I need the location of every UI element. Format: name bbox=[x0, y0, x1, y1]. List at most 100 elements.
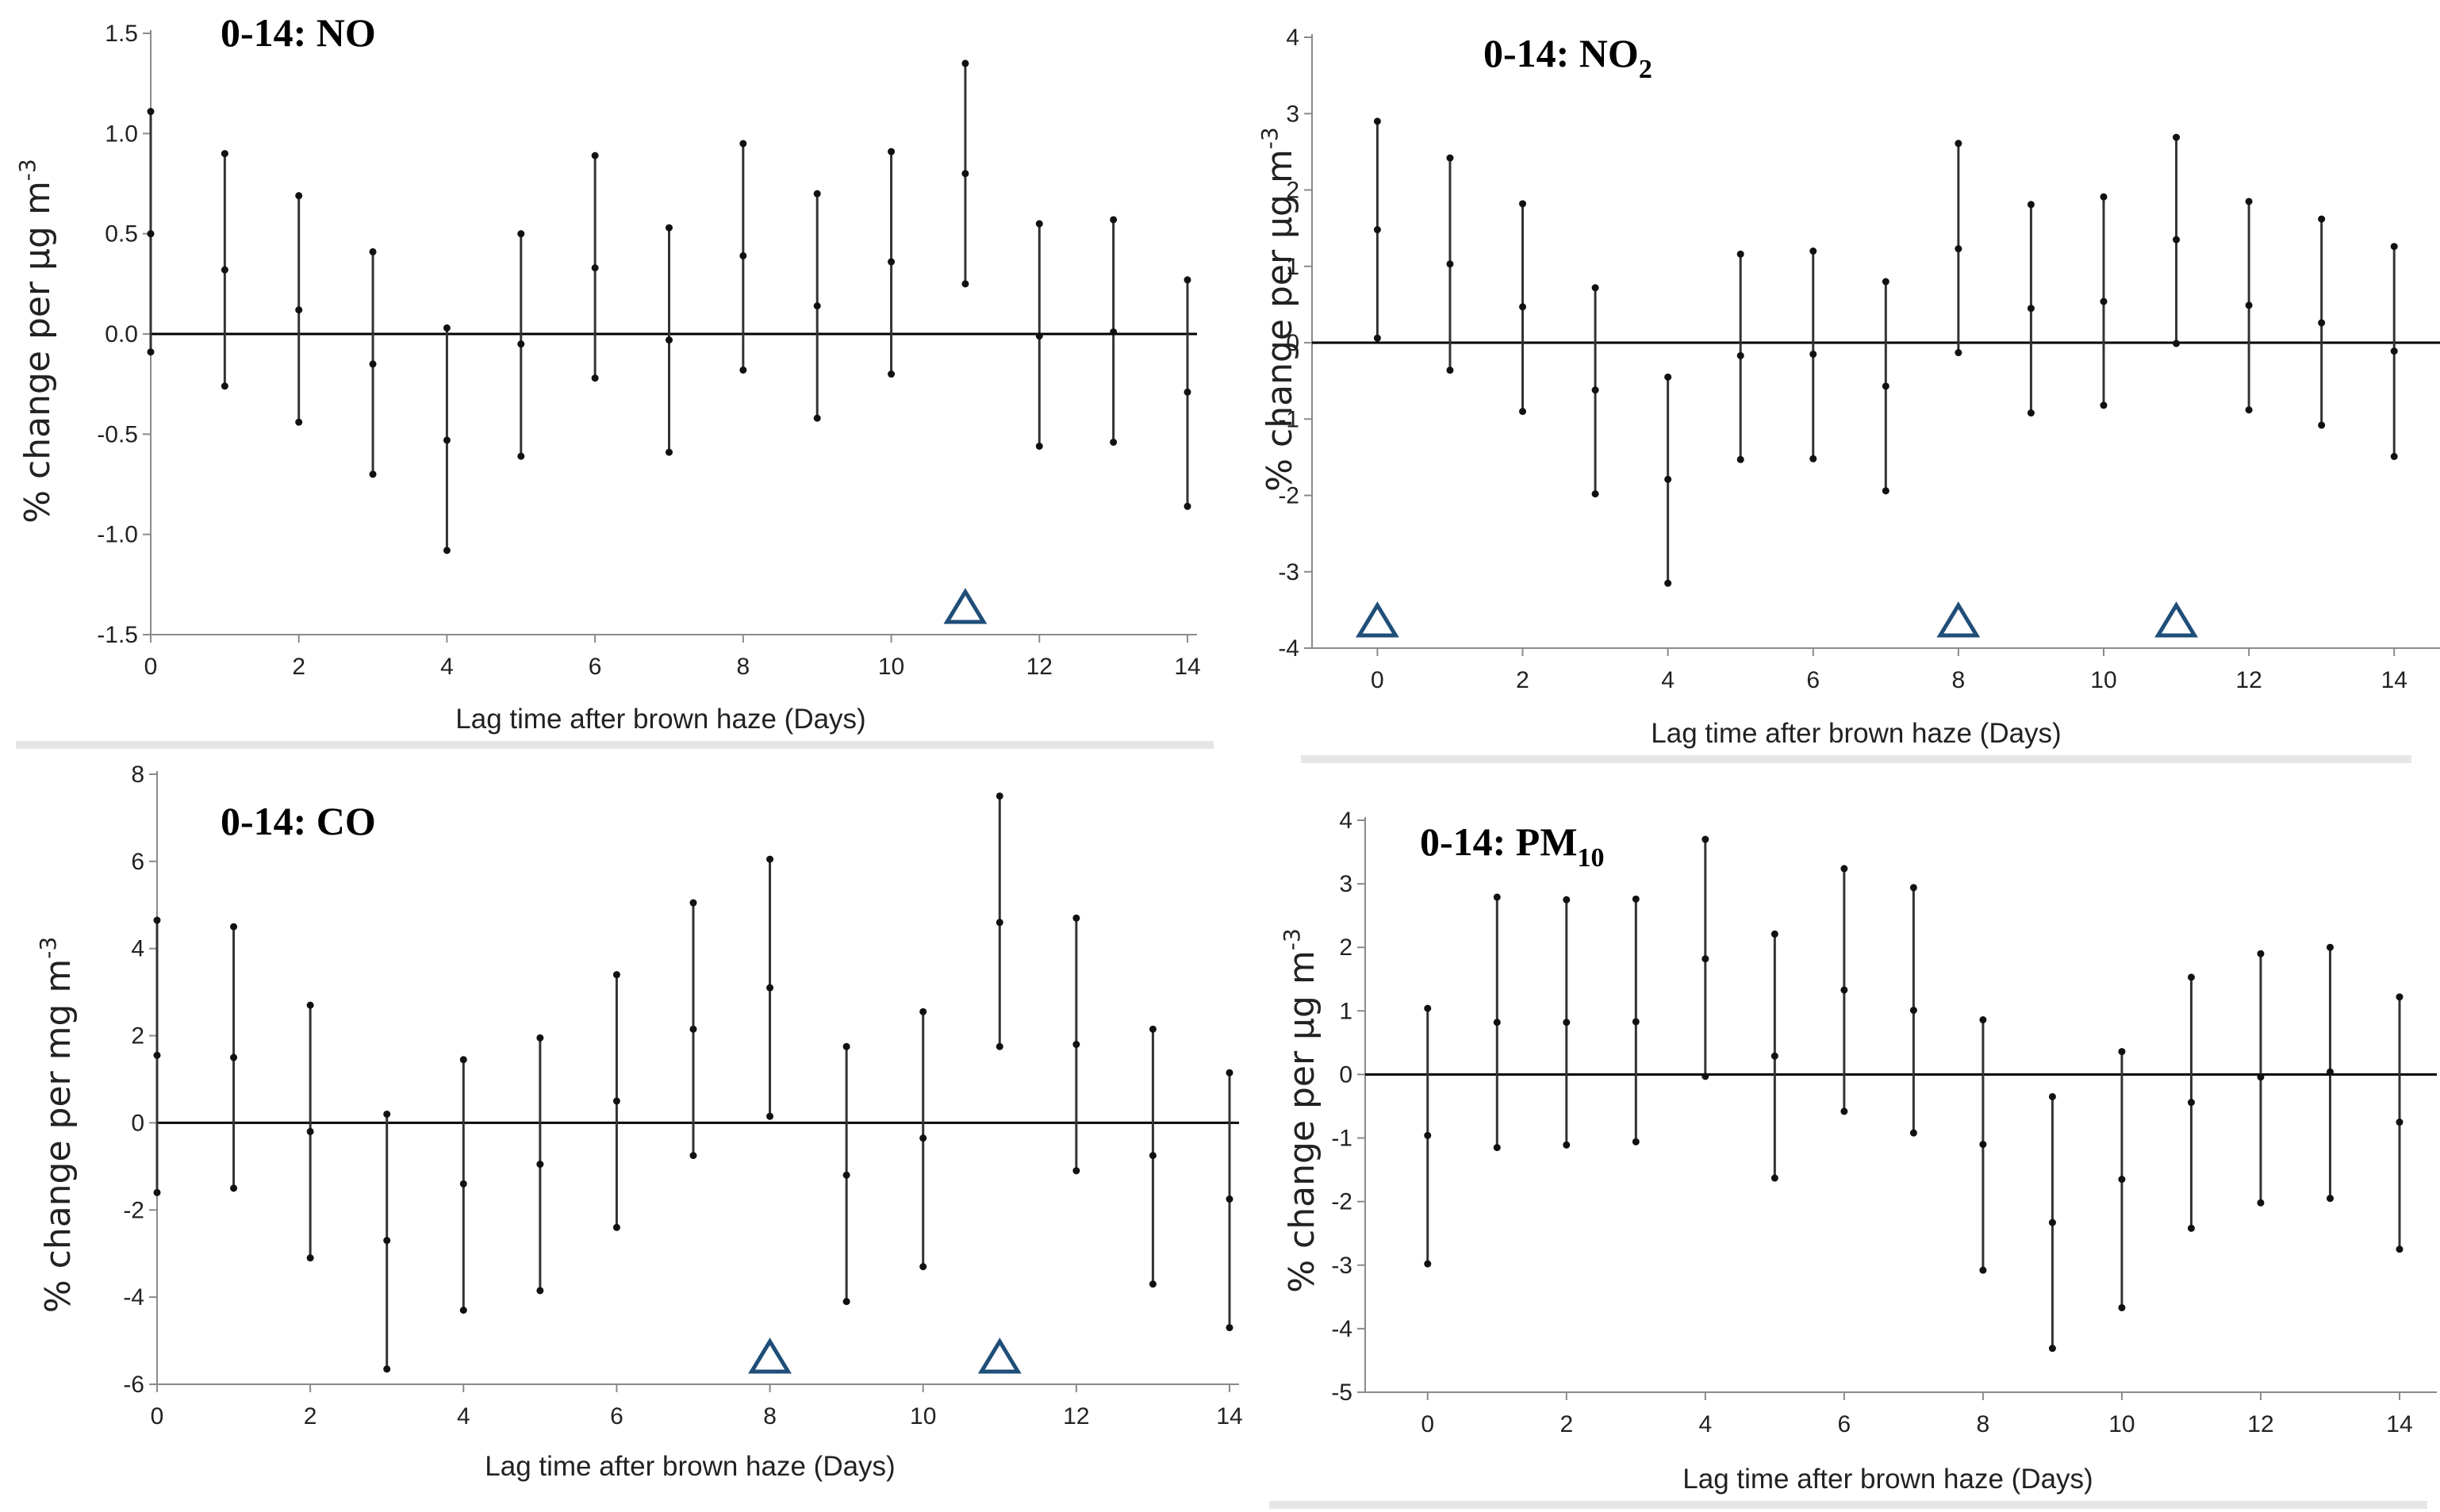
y-tick-label: 0 bbox=[131, 1110, 144, 1136]
lower-bound-point bbox=[591, 374, 599, 382]
significance-marker bbox=[2154, 601, 2198, 638]
x-tick-label: 14 bbox=[2381, 667, 2407, 693]
y-tick-label: -1.5 bbox=[97, 622, 138, 648]
significance-marker bbox=[1355, 601, 1399, 638]
upper-bound-point bbox=[1072, 914, 1080, 922]
upper-bound-point bbox=[1373, 117, 1381, 125]
x-tick-label: 0 bbox=[151, 1403, 164, 1429]
lower-bound-point bbox=[1035, 442, 1043, 450]
estimate-point bbox=[1373, 226, 1381, 234]
x-tick-label: 4 bbox=[1661, 667, 1675, 693]
lower-bound-point bbox=[2390, 452, 2398, 460]
significance-marker bbox=[977, 1337, 1022, 1374]
y-tick-label: -4 bbox=[1331, 1316, 1352, 1342]
lower-bound-point bbox=[813, 414, 821, 422]
estimate-point bbox=[1072, 1041, 1080, 1049]
x-tick-label: 6 bbox=[1838, 1411, 1851, 1437]
estimate-point bbox=[1809, 350, 1817, 358]
panel-co: 0-14: CO % change per mg m-3 Lag time af… bbox=[0, 762, 1243, 1512]
lower-bound-point bbox=[666, 448, 673, 456]
estimate-point bbox=[591, 264, 599, 272]
upper-bound-point bbox=[2245, 198, 2253, 205]
upper-bound-point bbox=[1591, 284, 1599, 292]
x-tick-label: 4 bbox=[457, 1403, 470, 1429]
upper-bound-point bbox=[369, 248, 377, 255]
y-axis-title: % change per mg m-3 bbox=[35, 937, 79, 1313]
x-tick-label: 12 bbox=[2235, 667, 2262, 693]
y-tick-label: 2 bbox=[131, 1023, 144, 1050]
upper-bound-point bbox=[1149, 1025, 1157, 1033]
lower-bound-point bbox=[961, 280, 969, 288]
lower-bound-point bbox=[1701, 1073, 1709, 1080]
lower-bound-point bbox=[1072, 1167, 1080, 1175]
x-axis-title: Lag time after brown haze (Days) bbox=[485, 1451, 895, 1482]
y-tick-label: -3 bbox=[1331, 1253, 1352, 1279]
estimate-point bbox=[689, 1025, 697, 1033]
x-tick-label: 4 bbox=[1698, 1411, 1712, 1437]
lower-bound-point bbox=[2257, 1199, 2265, 1207]
y-tick-label: -1 bbox=[1278, 406, 1299, 432]
estimate-point bbox=[996, 919, 1003, 927]
lower-bound-point bbox=[1373, 334, 1381, 342]
x-tick-label: 0 bbox=[1421, 1411, 1434, 1437]
chart-no: 0-14: NO % change per µg m-3 Lag time af… bbox=[14, 10, 1201, 735]
estimate-point bbox=[230, 1053, 238, 1061]
panel-pm10: 0-14: PM10 % change per µg m-3 Lag time … bbox=[1222, 762, 2440, 1512]
estimate-point bbox=[919, 1134, 927, 1142]
upper-bound-point bbox=[1664, 373, 1672, 381]
estimate-point bbox=[1446, 260, 1454, 268]
y-tick-label: -6 bbox=[123, 1372, 144, 1398]
estimate-point bbox=[2396, 1119, 2404, 1126]
estimate-point bbox=[1771, 1052, 1778, 1060]
chart-title: 0-14: NO2 bbox=[1483, 31, 1652, 84]
upper-bound-point bbox=[1955, 140, 1962, 148]
upper-bound-point bbox=[1519, 200, 1527, 208]
lower-bound-point bbox=[919, 1263, 927, 1271]
separator-bottom-right bbox=[1269, 1501, 2427, 1509]
chart-title: 0-14: PM10 bbox=[1420, 819, 1605, 873]
estimate-point bbox=[517, 340, 525, 348]
svg-text:% change per mg m-3: % change per mg m-3 bbox=[35, 937, 79, 1313]
upper-bound-point bbox=[1809, 248, 1817, 255]
upper-bound-point bbox=[1035, 220, 1043, 228]
upper-bound-point bbox=[306, 1001, 314, 1009]
x-tick-label: 8 bbox=[1952, 667, 1966, 693]
chart-co: 0-14: CO % change per mg m-3 Lag time af… bbox=[35, 762, 1243, 1482]
lower-bound-point bbox=[1882, 487, 1889, 495]
svg-text:% change per µg m-3: % change per µg m-3 bbox=[1256, 127, 1300, 491]
x-tick-label: 10 bbox=[2090, 667, 2116, 693]
y-tick-label: 2 bbox=[1286, 178, 1299, 204]
lower-bound-point bbox=[1184, 502, 1191, 510]
lower-bound-point bbox=[1446, 366, 1454, 374]
lower-bound-point bbox=[443, 547, 451, 555]
estimate-point bbox=[1519, 303, 1527, 311]
y-tick-label: 1 bbox=[1339, 998, 1352, 1024]
lower-bound-point bbox=[1424, 1260, 1432, 1268]
lower-bound-point bbox=[1840, 1107, 1848, 1115]
upper-bound-point bbox=[517, 230, 525, 238]
chart-title: 0-14: CO bbox=[221, 799, 376, 843]
upper-bound-point bbox=[1736, 250, 1744, 258]
lower-bound-point bbox=[1632, 1138, 1640, 1146]
upper-bound-point bbox=[1110, 216, 1118, 224]
estimate-point bbox=[888, 258, 896, 266]
lower-bound-point bbox=[2118, 1303, 2126, 1311]
y-tick-label: -1.0 bbox=[97, 522, 138, 548]
estimate-point bbox=[1955, 245, 1962, 253]
y-tick-label: -0.5 bbox=[97, 421, 138, 447]
estimate-point bbox=[2118, 1176, 2126, 1184]
estimate-point bbox=[961, 170, 969, 178]
upper-bound-point bbox=[1493, 893, 1501, 901]
estimate-point bbox=[1909, 1007, 1917, 1015]
lower-bound-point bbox=[996, 1042, 1003, 1050]
upper-bound-point bbox=[1771, 930, 1778, 938]
y-tick-label: 1.0 bbox=[105, 121, 138, 147]
lower-bound-point bbox=[536, 1287, 544, 1295]
upper-bound-point bbox=[961, 59, 969, 67]
estimate-point bbox=[383, 1237, 391, 1245]
x-tick-label: 12 bbox=[1063, 1403, 1089, 1429]
x-tick-label: 8 bbox=[763, 1403, 777, 1429]
upper-bound-point bbox=[221, 150, 228, 158]
estimate-point bbox=[1664, 475, 1672, 483]
estimate-point bbox=[295, 306, 303, 314]
